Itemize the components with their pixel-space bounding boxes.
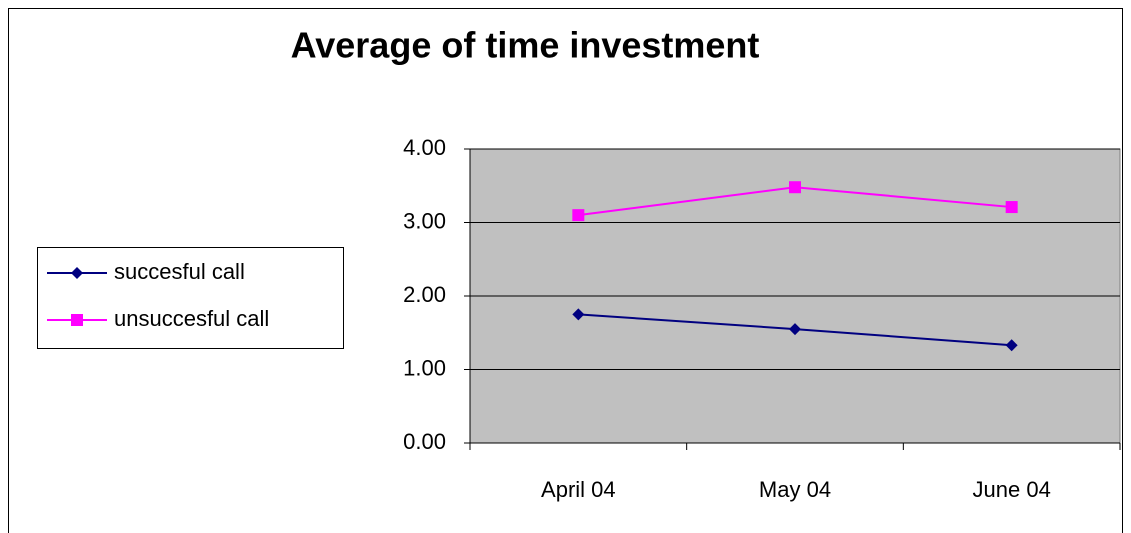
y-tick-label: 1.00 [403, 355, 446, 380]
data-point [572, 308, 585, 321]
x-tick-label: April 04 [541, 477, 616, 502]
legend-marker [71, 314, 83, 326]
legend-box [37, 247, 344, 349]
data-point [789, 323, 801, 336]
chart-title: Average of time investment [291, 25, 760, 66]
y-tick-label: 0.00 [403, 429, 446, 454]
legend-marker [71, 267, 83, 279]
legend-label: succesful call [114, 259, 245, 284]
data-point [1005, 339, 1018, 352]
data-point [572, 209, 585, 222]
x-tick-label: May 04 [759, 477, 831, 502]
data-point [1005, 201, 1018, 214]
y-tick-label: 4.00 [403, 135, 446, 160]
data-point [789, 181, 801, 194]
legend-label: unsuccesful call [114, 306, 269, 331]
y-tick-label: 3.00 [403, 208, 446, 233]
x-tick-label: June 04 [973, 477, 1051, 502]
y-tick-label: 2.00 [403, 282, 446, 307]
